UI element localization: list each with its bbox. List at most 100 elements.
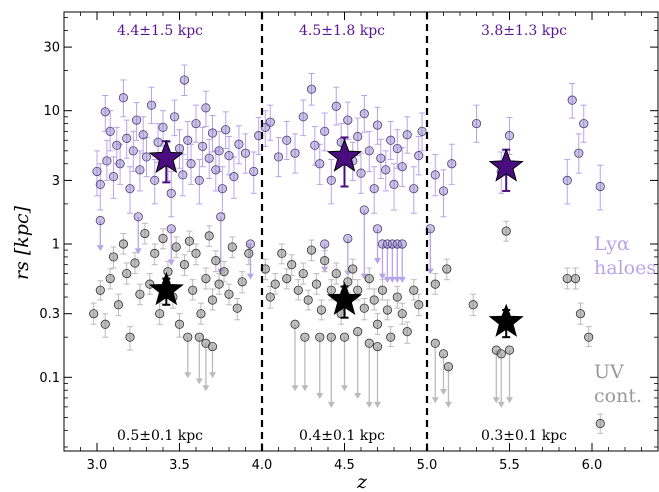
lya-point: [562, 175, 572, 185]
lya-point: [118, 93, 129, 103]
lya-point: [574, 148, 584, 158]
uv-upper-limit-arrow-head: [440, 388, 447, 395]
uv-point: [95, 285, 105, 295]
uv-point: [303, 295, 313, 305]
x-tick-label: 4.0: [252, 458, 273, 473]
y-tick-label: 3: [52, 174, 60, 189]
lya-error-bars: [94, 64, 604, 283]
uv-point: [293, 285, 303, 295]
uv-points: [89, 226, 605, 429]
lya-point: [158, 122, 168, 132]
lya-point: [108, 172, 119, 182]
lya-point: [240, 148, 251, 158]
y-tick-label: 1: [52, 237, 60, 252]
x-tick-label: 4.5: [334, 458, 355, 473]
lya-limit-point: [377, 239, 388, 249]
lya-limit-point: [216, 212, 226, 222]
lya-point: [381, 165, 391, 175]
uv-point: [135, 289, 145, 299]
lya-point: [249, 166, 259, 177]
uv-point: [118, 239, 129, 249]
lya-limit-point: [397, 239, 407, 249]
lya-point: [221, 125, 231, 135]
uv-point: [125, 332, 135, 342]
uv-point: [108, 252, 119, 262]
lya-point: [125, 184, 135, 194]
uv-point: [430, 279, 440, 289]
lya-point: [153, 137, 163, 147]
uv-point: [575, 309, 586, 319]
uv-point: [211, 256, 221, 266]
uv-point: [386, 332, 396, 342]
uv-median-star: [148, 271, 184, 306]
uv-upper-limit-arrow-head: [301, 385, 309, 392]
uv-point: [179, 260, 190, 270]
uv-limit-point: [339, 332, 350, 342]
lya-upper-limit-arrow-head: [374, 258, 381, 265]
uv-limit-point: [364, 338, 374, 348]
uv-point: [584, 332, 594, 342]
lya-point: [138, 130, 148, 140]
tick-labels: 3.0 3.5 4.0 4.5 5.0 5.5 6.0 0.1 0.3 1 3 10 30: [39, 41, 602, 473]
uv-point: [595, 418, 605, 429]
lya-point: [372, 120, 383, 130]
x-axis-title: z: [356, 471, 368, 492]
lya-bin-label-3: 3.8±1.3 kpc: [481, 23, 567, 39]
lya-point: [115, 159, 125, 169]
lya-point: [169, 112, 180, 122]
lya-point: [359, 109, 369, 119]
uv-point: [409, 285, 419, 295]
lya-bin-label-1: 4.4±1.5 kpc: [117, 23, 203, 39]
lya-upper-limit-arrow-head: [246, 273, 254, 280]
lya-upper-limit-arrow-head: [134, 248, 142, 255]
plot-frame: [63, 11, 659, 452]
uv-point: [163, 267, 173, 277]
uv-point: [265, 292, 275, 302]
plot-border: [63, 11, 659, 452]
lya-median-star: [488, 148, 524, 182]
lya-point: [128, 146, 138, 156]
uv-limit-point: [430, 338, 440, 348]
lya-upper-limit-arrow-head: [388, 276, 396, 283]
uv-point: [377, 285, 388, 295]
uv-point: [150, 248, 160, 259]
lya-point: [191, 119, 201, 129]
lya-limit-point: [133, 212, 143, 222]
lya-point: [315, 159, 325, 169]
lya-limit-point: [372, 224, 383, 234]
lya-point: [186, 159, 196, 169]
legend-lya-line2: haloes: [594, 257, 656, 279]
lya-median-star: [148, 139, 184, 174]
uv-point: [316, 305, 326, 315]
y-tick-label: 10: [43, 104, 60, 119]
uv-point: [311, 279, 322, 289]
lya-point: [214, 146, 224, 156]
lya-upper-limit-arrow-head: [426, 268, 434, 275]
uv-point: [204, 231, 214, 241]
lya-point: [392, 143, 402, 154]
lya-point: [430, 170, 440, 180]
lya-median-star: [326, 138, 363, 172]
uv-upper-limit-arrow-head: [365, 401, 373, 408]
lya-point: [273, 152, 284, 162]
uv-point: [158, 233, 168, 244]
lya-point: [102, 156, 112, 166]
uv-point: [364, 274, 374, 284]
uv-point: [100, 319, 110, 329]
lya-point: [174, 143, 185, 154]
lya-point: [179, 75, 190, 85]
lya-limit-point: [95, 215, 105, 226]
lya-upper-limit-arrow-head: [398, 276, 406, 283]
lya-limit-point: [166, 224, 176, 234]
lya-point: [146, 100, 157, 110]
lya-point: [229, 172, 239, 182]
lya-point: [207, 128, 218, 138]
lya-upper-limit-arrow-head: [167, 259, 175, 266]
lya-point: [353, 131, 363, 142]
lya-upper-limit-arrow-head: [383, 276, 391, 283]
uv-point: [372, 319, 383, 329]
uv-point: [501, 226, 511, 236]
uv-limit-point: [353, 327, 363, 337]
uv-point: [277, 248, 287, 259]
lya-point: [217, 184, 227, 194]
